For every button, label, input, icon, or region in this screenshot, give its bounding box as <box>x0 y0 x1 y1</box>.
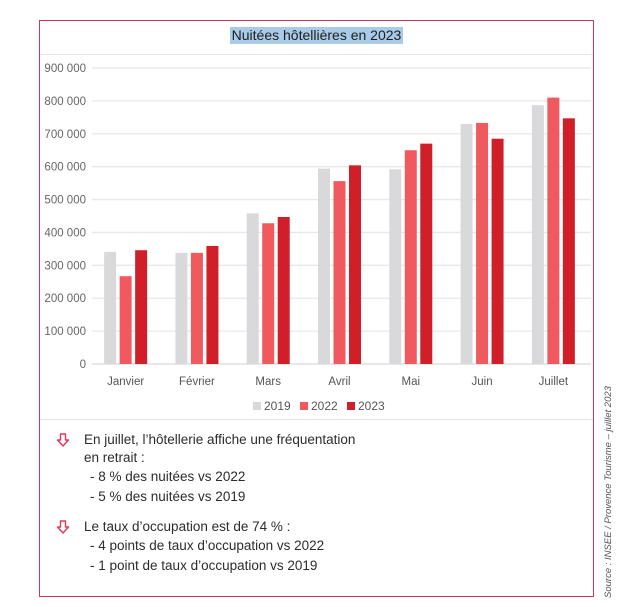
bar-2022-avril <box>333 181 346 364</box>
x-tick-label: Juillet <box>539 376 569 388</box>
down-arrow-icon <box>56 520 70 534</box>
legend-label-2023: 2023 <box>358 399 385 413</box>
note-sub-item: - 4 points de taux d’occupation vs 2022 <box>90 538 325 553</box>
notes-section: En juillet, l’hôtellerie affiche une fré… <box>40 431 580 576</box>
bar-2019-mars <box>246 213 259 364</box>
note-frequentation: En juillet, l’hôtellerie affiche une fré… <box>40 431 580 507</box>
bar-2019-avril <box>318 168 330 364</box>
x-tick-label: Juin <box>472 376 493 388</box>
bar-2023-février <box>206 245 219 364</box>
bar-2022-mars <box>262 223 275 364</box>
bar-2023-janvier <box>135 250 148 364</box>
legend-swatch-2022 <box>300 402 308 410</box>
note-text-line: Le taux d’occupation est de 74 % : <box>84 519 291 534</box>
chart-frame: Nuitées hôtellières en 2023 0 100 000 200 … <box>39 20 594 597</box>
bar-2023-mai <box>420 143 433 364</box>
source-caption: Source : INSEE / Provence Tourisme – jui… <box>603 386 614 598</box>
bar-2019-février <box>175 252 188 364</box>
bar-2022-juillet <box>547 97 560 364</box>
y-tick-label: 300 000 <box>44 260 86 272</box>
legend-swatch-2019 <box>253 402 261 410</box>
bar-2023-juin <box>491 138 504 364</box>
y-tick-label: 0 <box>80 359 86 371</box>
bar-2023-mars <box>277 216 290 364</box>
chart-title: Nuitées hôtellières en 2023 <box>229 27 404 44</box>
y-tick-label: 600 000 <box>44 162 86 174</box>
title-divider <box>40 54 593 55</box>
down-arrow-icon <box>56 433 70 447</box>
bar-2023-avril <box>349 165 361 364</box>
note-text-line: En juillet, l’hôtellerie affiche une fré… <box>84 432 356 447</box>
x-tick-label: Février <box>179 376 215 388</box>
x-tick-label: Mars <box>255 376 281 388</box>
y-tick-label: 100 000 <box>44 326 86 338</box>
note-sub-item: - 8 % des nuitées vs 2022 <box>90 469 246 484</box>
legend-label-2022: 2022 <box>311 399 338 413</box>
bar-2022-février <box>190 252 203 364</box>
bar-2023-juillet <box>562 118 575 364</box>
legend-swatch-2023 <box>347 402 355 410</box>
bar-2022-juin <box>476 122 489 365</box>
bar-2019-juin <box>460 123 473 365</box>
note-sub-item: - 5 % des nuitées vs 2019 <box>90 489 246 504</box>
bar-2022-mai <box>404 150 417 364</box>
bar-2019-mai <box>389 169 402 364</box>
y-tick-label: 200 000 <box>44 293 86 305</box>
legend-label-2019: 2019 <box>264 399 291 413</box>
note-sub-item: - 1 point de taux d’occupation vs 2019 <box>90 558 318 573</box>
bar-2019-janvier <box>104 251 117 364</box>
bar-chart: 0 100 000 200 000 300 000 400 000 500 000 600 … <box>44 63 591 413</box>
y-tick-label: 400 000 <box>44 227 86 239</box>
y-tick-label: 500 000 <box>44 195 86 207</box>
y-tick-label: 800 000 <box>44 96 86 108</box>
y-tick-label: 700 000 <box>44 129 86 141</box>
notes-divider <box>40 419 593 420</box>
x-tick-label: Avril <box>328 376 350 388</box>
note-text-line: en retrait : <box>84 450 145 465</box>
x-tick-label: Janvier <box>107 376 144 388</box>
y-tick-label: 900 000 <box>44 63 86 75</box>
note-occupation: Le taux d’occupation est de 74 % : - 4 p… <box>40 518 580 576</box>
bar-2022-janvier <box>119 276 132 364</box>
bar-2019-juillet <box>531 105 544 365</box>
x-tick-label: Mai <box>402 376 421 388</box>
